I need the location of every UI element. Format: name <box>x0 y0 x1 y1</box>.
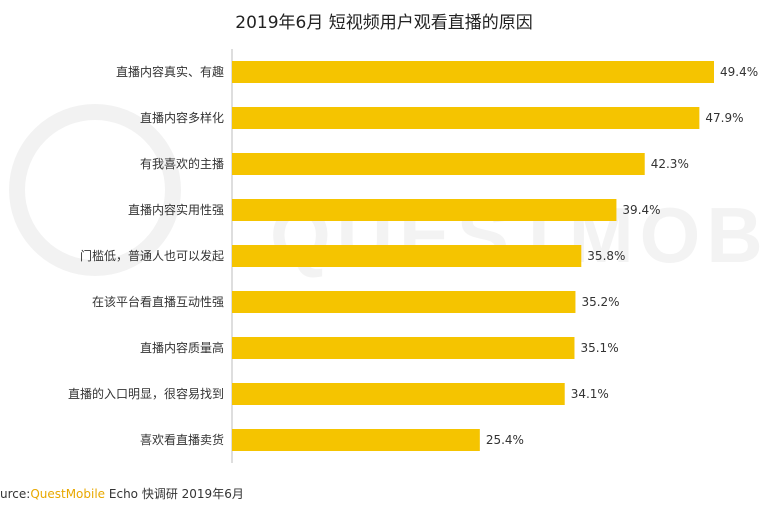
value-label: 25.4% <box>486 433 524 447</box>
bar <box>232 245 582 267</box>
value-label: 35.2% <box>581 295 619 309</box>
value-label: 35.1% <box>580 341 618 355</box>
bar <box>232 337 575 359</box>
bar <box>232 429 480 451</box>
category-label: 直播内容多样化 <box>140 110 224 125</box>
value-label: 42.3% <box>651 157 689 171</box>
category-label: 直播内容实用性强 <box>128 202 224 217</box>
source-brand: QuestMobile <box>30 487 106 501</box>
value-label: 49.4% <box>720 65 758 79</box>
category-label: 门槛低，普通人也可以发起 <box>80 248 224 263</box>
value-label: 34.1% <box>571 387 609 401</box>
bar <box>232 107 700 129</box>
bar <box>232 291 576 313</box>
bar <box>232 153 645 175</box>
category-label: 喜欢看直播卖货 <box>140 432 224 447</box>
bar <box>232 61 714 83</box>
value-label: 35.8% <box>587 249 625 263</box>
category-label: 有我喜欢的主播 <box>140 156 224 171</box>
bar <box>232 383 565 405</box>
category-label: 在该平台看直播互动性强 <box>92 294 224 309</box>
category-label: 直播内容真实、有趣 <box>116 64 224 79</box>
category-label: 直播的入口明显，很容易找到 <box>68 386 224 401</box>
source-note: urce:QuestMobile Echo 快调研 2019年6月 <box>0 485 244 502</box>
category-label: 直播内容质量高 <box>140 340 224 355</box>
bar-chart: 直播内容真实、有趣 49.4% 直播内容多样化 47.9% 有我喜欢的主播 42.3% 直播… <box>68 49 758 463</box>
chart-title: 2019年6月 短视频用户观看直播的原因 <box>235 13 533 33</box>
source-prefix: urce: <box>0 487 31 501</box>
value-label: 47.9% <box>705 111 743 125</box>
bar <box>232 199 617 221</box>
source-rest: Echo 快调研 2019年6月 <box>105 487 244 501</box>
value-label: 39.4% <box>622 203 660 217</box>
